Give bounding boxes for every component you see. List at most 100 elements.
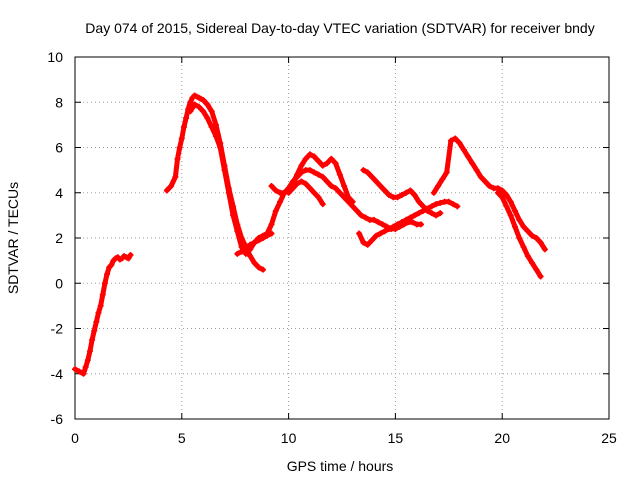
data-point [95, 309, 102, 316]
data-point [377, 230, 384, 237]
data-point [97, 302, 104, 309]
data-point [251, 259, 258, 266]
data-point [82, 363, 89, 370]
data-point [336, 171, 343, 178]
data-point [533, 235, 540, 241]
data-point [315, 158, 322, 165]
data-point [204, 115, 211, 122]
data-point [473, 167, 480, 174]
data-point [76, 368, 83, 375]
data-point [512, 207, 519, 214]
data-point [174, 155, 181, 162]
data-point [311, 169, 318, 176]
data-point [294, 180, 301, 187]
data-point [529, 232, 536, 239]
data-point [319, 173, 326, 180]
data-point [176, 144, 183, 151]
data-point [432, 212, 439, 219]
data-point [268, 182, 275, 189]
data-point [104, 271, 111, 278]
data-point [277, 198, 284, 205]
data-point [437, 210, 444, 217]
data-point [84, 357, 91, 364]
chart-title: Day 074 of 2015, Sidereal Day-to-day VTE… [85, 20, 594, 36]
y-tick-label: 4 [55, 185, 63, 201]
data-point [242, 250, 249, 257]
x-tick-label: 20 [494, 430, 510, 446]
data-point [264, 232, 271, 239]
data-point [93, 318, 100, 325]
y-tick-label: 2 [55, 230, 63, 246]
x-tick-label: 5 [178, 430, 186, 446]
data-point [520, 223, 527, 230]
x-tick-label: 0 [71, 430, 79, 446]
data-point [516, 235, 523, 241]
data-point [178, 135, 185, 142]
data-point [445, 198, 452, 205]
data-point [360, 167, 367, 174]
data-point [394, 221, 401, 228]
data-point [225, 189, 232, 196]
data-point [424, 207, 431, 214]
data-point [72, 366, 78, 373]
y-tick-label: -6 [51, 411, 64, 427]
data-point [439, 176, 446, 183]
data-point [99, 291, 106, 298]
data-point [494, 189, 501, 196]
y-axis-label: SDTVAR / TECUs [5, 182, 21, 294]
data-point [86, 348, 93, 355]
data-point [302, 180, 309, 187]
data-point [311, 189, 318, 196]
data-point [537, 273, 544, 280]
data-point [180, 124, 187, 131]
data-point [373, 178, 380, 185]
data-point [411, 192, 418, 199]
data-point [200, 96, 207, 103]
data-point [341, 182, 348, 189]
data-point [234, 228, 241, 235]
data-point [394, 194, 401, 201]
x-tick-label: 15 [388, 430, 404, 446]
data-point [454, 203, 461, 210]
data-point [375, 219, 382, 226]
data-point [272, 207, 279, 214]
data-point [345, 194, 352, 201]
data-point [234, 250, 241, 257]
series-trace-1 [72, 251, 134, 377]
data-series [72, 92, 548, 377]
data-point [403, 189, 410, 196]
data-point [311, 153, 318, 160]
data-point [259, 266, 266, 273]
data-point [362, 214, 369, 221]
data-point [80, 370, 87, 377]
data-point [465, 153, 472, 160]
data-point [477, 173, 484, 180]
data-point [212, 133, 219, 140]
data-point [315, 171, 322, 178]
data-point [306, 167, 313, 174]
data-point [364, 241, 371, 248]
data-point [349, 198, 356, 205]
y-tick-label: -2 [51, 321, 64, 337]
data-point [373, 232, 380, 239]
data-point [503, 192, 510, 199]
data-point [512, 223, 519, 230]
series-trace-4 [234, 230, 275, 257]
data-point [486, 182, 493, 189]
data-point [294, 171, 301, 178]
y-tick-label: 10 [47, 49, 63, 65]
data-point [306, 151, 313, 158]
data-point [415, 198, 422, 205]
y-tick-label: -4 [51, 366, 64, 382]
data-point [418, 221, 425, 228]
data-point [430, 189, 437, 196]
data-point [356, 230, 363, 237]
data-point [221, 167, 228, 174]
data-point [499, 187, 506, 194]
data-point [443, 169, 450, 176]
data-point [259, 235, 266, 241]
data-point [187, 99, 194, 106]
data-point [469, 160, 476, 167]
x-tick-label: 10 [281, 430, 297, 446]
data-point [212, 121, 219, 128]
